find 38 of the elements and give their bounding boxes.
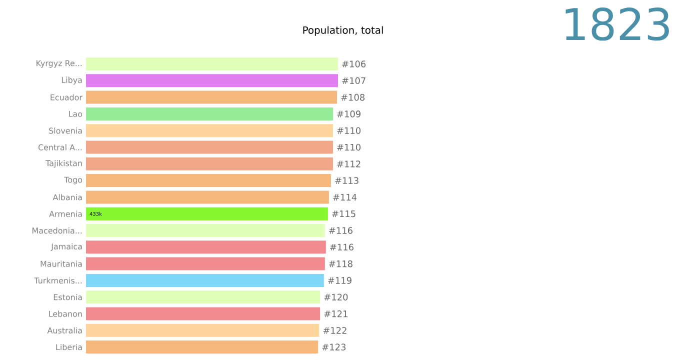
bar	[86, 58, 338, 70]
bar	[86, 240, 326, 254]
annotation: #112	[337, 160, 360, 168]
bar	[86, 340, 318, 354]
annotation: #121	[324, 310, 348, 318]
annotation: #116	[330, 244, 354, 251]
annotation: #115	[332, 210, 356, 218]
annotation: #114	[333, 194, 357, 200]
bar	[86, 140, 333, 154]
text: 1823	[566, 8, 669, 41]
annotation: #107	[342, 77, 366, 84]
annotation: #118	[329, 260, 352, 268]
bar	[86, 257, 325, 270]
annotation: #120	[324, 294, 348, 300]
bar	[86, 74, 338, 88]
annotation: #110	[337, 127, 361, 134]
bar	[86, 90, 337, 104]
bar	[86, 157, 333, 170]
annotation: #123	[322, 344, 346, 350]
bar	[86, 290, 320, 304]
bar	[86, 190, 329, 204]
bar	[86, 207, 328, 220]
annotation: #119	[328, 277, 352, 284]
bar	[86, 174, 331, 188]
chart-title: Population, total	[303, 26, 383, 36]
annotation: #110	[337, 144, 361, 151]
annotation: #116	[329, 227, 352, 234]
bar	[86, 307, 320, 320]
annotation: #106	[342, 60, 366, 68]
annotation: #108	[341, 94, 365, 101]
annotation: #122	[323, 327, 346, 334]
bar	[86, 124, 333, 138]
annotation: #109	[337, 110, 360, 118]
bar	[86, 224, 325, 237]
bar	[86, 274, 324, 287]
annotation: #113	[335, 177, 358, 184]
bar	[86, 324, 320, 337]
bar	[86, 107, 333, 120]
